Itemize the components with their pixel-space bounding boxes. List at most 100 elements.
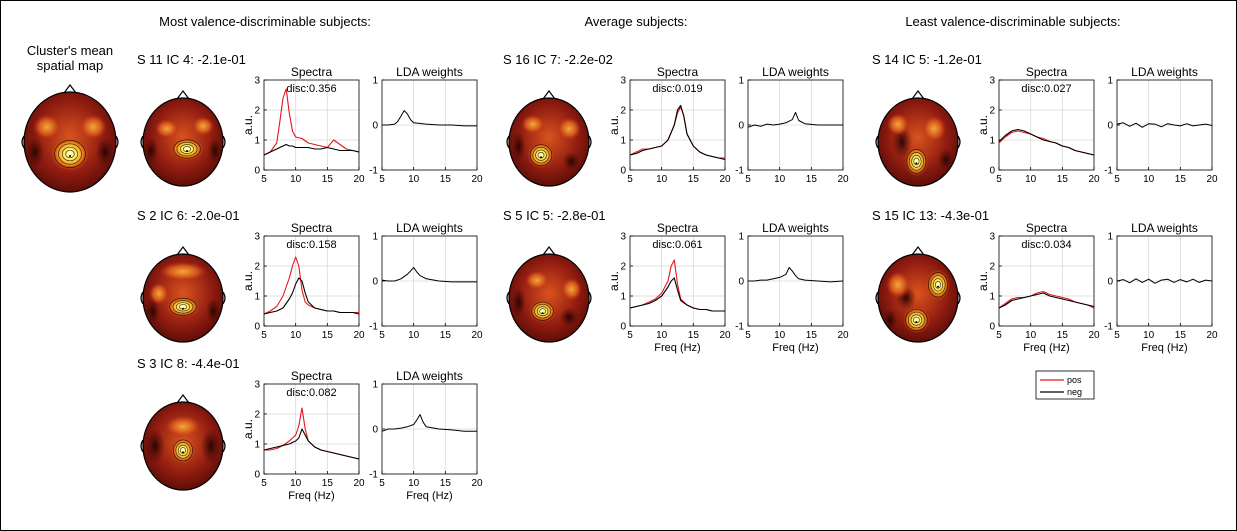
y-tick-label: 1 bbox=[254, 136, 260, 147]
spectra-axes: 5 10 15 20 0 1 2 3 Spectra a.u. disc:0.158 bbox=[241, 221, 365, 341]
spectra-title: Spectra bbox=[291, 221, 333, 235]
x-tick-label: 15 bbox=[688, 174, 700, 185]
y-tick-label: 1 bbox=[372, 232, 378, 243]
x-tick-label: 10 bbox=[656, 174, 668, 185]
head-warm-region bbox=[557, 117, 581, 141]
head-warm-region bbox=[79, 114, 107, 140]
spectra-axes: 5 10 15 20 0 1 2 3 Spectra a.u. disc:0.356 bbox=[241, 65, 365, 185]
head-electrode-dot bbox=[69, 155, 71, 157]
x-tick-label: 20 bbox=[1088, 174, 1100, 185]
head-dark-region bbox=[95, 137, 115, 167]
topo-head-map bbox=[140, 394, 226, 491]
y-tick-label: 3 bbox=[989, 232, 995, 243]
head-right-ear bbox=[222, 439, 226, 453]
head-contour bbox=[534, 303, 552, 319]
y-tick-label: 1 bbox=[372, 76, 378, 87]
y-tick-label: 1 bbox=[372, 380, 378, 391]
panel-label: S 14 IC 5: -1.2e-01 bbox=[872, 52, 982, 67]
head-contour bbox=[61, 146, 79, 162]
head-fill bbox=[24, 92, 116, 192]
head-dark-region bbox=[145, 298, 160, 325]
x-tick-label: 10 bbox=[1025, 330, 1037, 341]
head-electrode-dot bbox=[937, 285, 939, 288]
lda-axes: 5 10 15 20 -1 0 1 LDA weights bbox=[735, 65, 849, 185]
series-neg-line bbox=[263, 428, 360, 460]
x-tick-label: 20 bbox=[353, 174, 365, 185]
head-contour bbox=[531, 301, 554, 321]
head-dark-region bbox=[201, 428, 221, 464]
head-warm-region bbox=[149, 282, 169, 305]
x-tick-label: 15 bbox=[322, 478, 334, 489]
topo-head-map bbox=[506, 90, 592, 187]
head-outline bbox=[877, 253, 959, 343]
lda-weights-line bbox=[381, 414, 477, 432]
head-fill bbox=[878, 98, 958, 186]
head-outline bbox=[877, 97, 959, 187]
y-tick-label: 3 bbox=[620, 76, 626, 87]
head-left-ear bbox=[21, 135, 25, 149]
panel-label: S 2 IC 6: -2.0e-01 bbox=[137, 208, 240, 223]
series-neg-line bbox=[263, 143, 360, 156]
head-hot-region bbox=[50, 137, 90, 171]
head-nose bbox=[911, 90, 925, 100]
head-hot-region bbox=[902, 306, 931, 334]
x-tick-label: 10 bbox=[290, 478, 302, 489]
head-electrode-dot bbox=[915, 321, 918, 323]
y-tick-label: -1 bbox=[369, 470, 378, 481]
y-tick-label: 0 bbox=[254, 322, 260, 333]
y-tick-label: 2 bbox=[254, 410, 260, 421]
lda-weights-line bbox=[381, 267, 477, 283]
head-nose bbox=[63, 84, 77, 94]
lda-axes: 5 10 15 20 -1 0 1 LDA weights Freq (Hz) bbox=[1104, 221, 1218, 354]
y-tick-label: -1 bbox=[369, 322, 378, 333]
spectra-axes: 5 10 15 20 0 1 2 3 Spectra a.u. disc:0.082 Freq (Hz… bbox=[241, 369, 365, 502]
head-contour bbox=[54, 140, 86, 168]
head-electrode-dot bbox=[182, 451, 184, 454]
spectra-axes: 5 10 15 20 0 1 2 3 Spectra a.u. disc:0.061 Freq (Hz… bbox=[607, 221, 731, 354]
head-left-ear bbox=[140, 135, 144, 149]
x-tick-label: 15 bbox=[322, 174, 334, 185]
head-electrode-dot bbox=[541, 312, 544, 315]
x-tick-label: 5 bbox=[261, 330, 267, 341]
head-outline bbox=[508, 97, 590, 187]
head-fill bbox=[143, 402, 223, 490]
head-dark-region bbox=[938, 148, 954, 171]
head-left-ear bbox=[506, 135, 510, 149]
head-warm-region bbox=[165, 415, 201, 438]
head-nose bbox=[542, 90, 556, 100]
head-nose bbox=[176, 246, 190, 256]
head-outline bbox=[23, 91, 117, 193]
lda-axes: 5 10 15 20 -1 0 1 LDA weights Freq (Hz) bbox=[369, 369, 483, 502]
spectra-title: Spectra bbox=[291, 369, 333, 383]
y-tick-label: 1 bbox=[989, 292, 995, 303]
lda-axes: 5 10 15 20 -1 0 1 LDA weights bbox=[1104, 65, 1218, 185]
head-nose bbox=[176, 394, 190, 404]
y-tick-label: 1 bbox=[1107, 232, 1113, 243]
x-tick-label: 5 bbox=[745, 174, 751, 185]
head-outline bbox=[142, 253, 224, 343]
x-tick-label: 15 bbox=[1057, 330, 1069, 341]
head-contour bbox=[536, 306, 549, 317]
head-contour bbox=[934, 281, 942, 289]
head-contour bbox=[173, 439, 193, 462]
head-nose bbox=[542, 246, 556, 256]
head-contour bbox=[908, 152, 924, 171]
head-contour bbox=[172, 300, 194, 314]
head-right-ear bbox=[957, 135, 961, 149]
group-title-average: Average subjects: bbox=[584, 14, 687, 29]
head-dark-region bbox=[206, 298, 221, 325]
cluster-mean-spatial-map bbox=[21, 84, 119, 193]
head-left-ear bbox=[140, 439, 144, 453]
head-contour bbox=[911, 155, 922, 168]
head-contour bbox=[905, 309, 928, 331]
legend-box bbox=[1035, 370, 1095, 400]
y-tick-label: -1 bbox=[1104, 322, 1113, 333]
y-tick-label: 0 bbox=[254, 470, 260, 481]
topo-head-map bbox=[875, 246, 961, 343]
y-tick-label: 1 bbox=[620, 136, 626, 147]
axes-box bbox=[998, 235, 1095, 327]
group-title-most: Most valence-discriminable subjects: bbox=[159, 14, 371, 29]
head-contour bbox=[913, 157, 920, 166]
head-outline bbox=[142, 401, 224, 491]
head-nose bbox=[911, 246, 925, 256]
